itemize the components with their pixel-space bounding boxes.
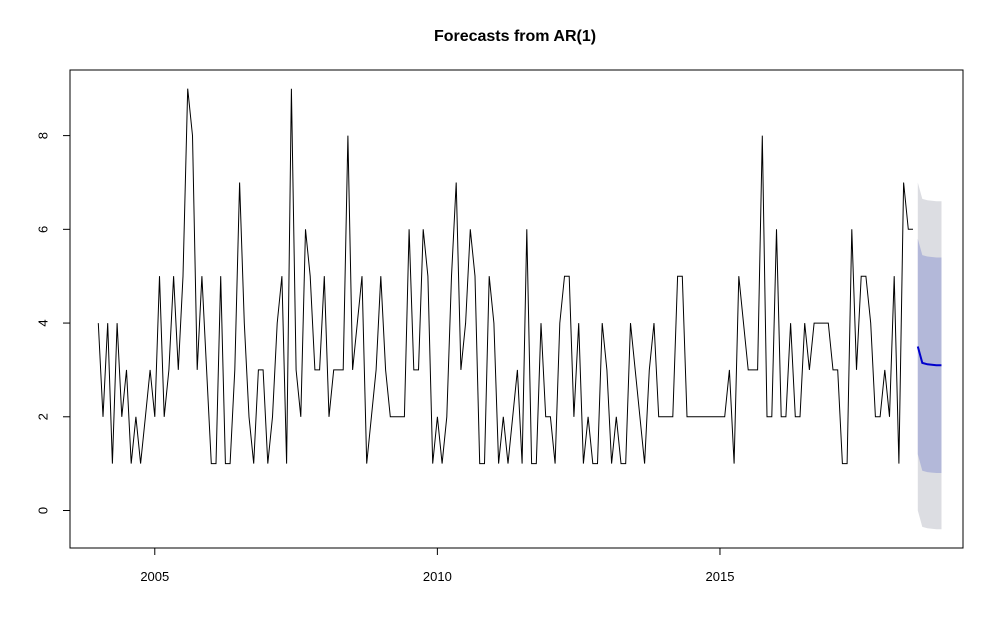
- x-tick-label: 2010: [423, 569, 452, 584]
- observed-series: [97, 88, 913, 465]
- y-tick-label: 6: [36, 226, 51, 233]
- y-axis: 0 2 4 6 8: [36, 132, 71, 514]
- y-tick-label: 8: [36, 132, 51, 139]
- forecast-line: [916, 346, 942, 367]
- x-tick-label: 2005: [140, 569, 169, 584]
- forecast-series: [916, 346, 942, 367]
- y-tick-label: 4: [36, 319, 51, 326]
- chart-title: Forecasts from AR(1): [434, 28, 596, 45]
- y-tick-label: 2: [36, 413, 51, 420]
- y-tick-label: 0: [36, 507, 51, 514]
- prediction-interval-80: [917, 238, 942, 473]
- observed-line: [97, 88, 913, 465]
- x-axis: 2005 2010 2015: [140, 547, 735, 584]
- x-tick-label: 2015: [706, 569, 735, 584]
- band-80-area: [917, 238, 942, 473]
